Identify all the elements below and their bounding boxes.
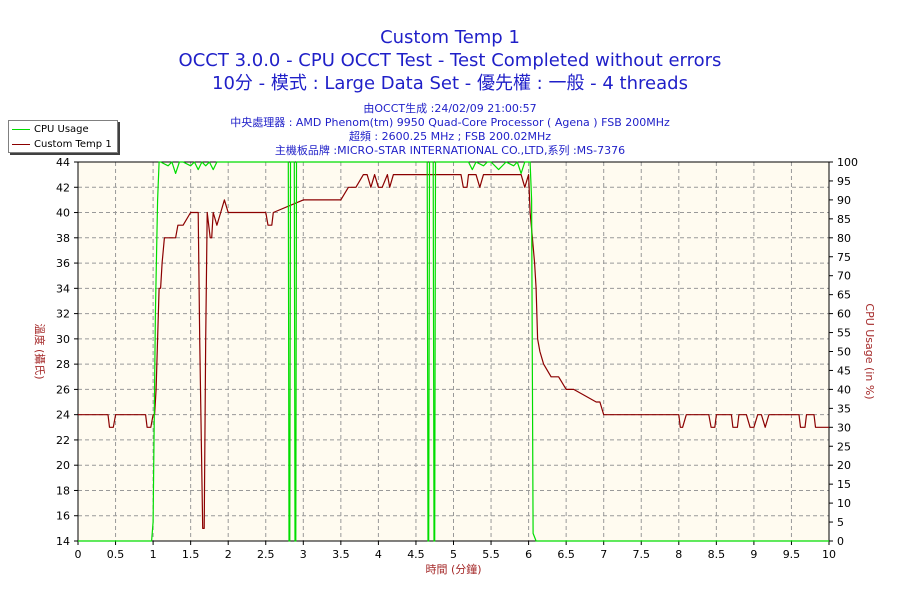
y-left-tick-label: 26 (56, 383, 70, 396)
chart-legend: CPU Usage Custom Temp 1 (8, 120, 118, 153)
x-tick-label: 1 (150, 548, 157, 561)
y-right-tick-label: 60 (837, 308, 851, 321)
legend-item-custom-temp: Custom Temp 1 (9, 137, 117, 151)
x-tick-label: 5.5 (482, 548, 500, 561)
x-tick-label: 1.5 (182, 548, 200, 561)
x-tick-label: 0.5 (107, 548, 125, 561)
y-left-tick-label: 22 (56, 434, 70, 447)
x-tick-label: 3 (300, 548, 307, 561)
y-right-tick-label: 30 (837, 421, 851, 434)
x-tick-label: 9.5 (783, 548, 801, 561)
y-left-tick-label: 32 (56, 308, 70, 321)
series-lines (78, 161, 829, 542)
info-cpu: 中央處理器 : AMD Phenom(tm) 9950 Quad-Core Pr… (230, 116, 670, 129)
y-right-tick-label: 90 (837, 194, 851, 207)
system-info: 由OCCT生成 :24/02/09 21:00:57 中央處理器 : AMD P… (0, 102, 900, 158)
x-tick-label: 0 (75, 548, 82, 561)
y-right-tick-label: 5 (837, 516, 844, 529)
x-tick-label: 9 (750, 548, 757, 561)
y-left-tick-label: 18 (56, 484, 70, 497)
x-tick-label: 2.5 (257, 548, 275, 561)
legend-swatch-cpu-usage (12, 128, 30, 130)
y-left-tick-label: 34 (56, 282, 70, 295)
y-right-tick-label: 85 (837, 213, 851, 226)
x-tick-label: 4.5 (407, 548, 425, 561)
info-clock: 超頻 : 2600.25 MHz ; FSB 200.02MHz (348, 130, 552, 143)
chart-subtitle: OCCT 3.0.0 - CPU OCCT Test - Test Comple… (178, 50, 722, 71)
x-tick-label: 3.5 (332, 548, 350, 561)
y-right-tick-label: 50 (837, 346, 851, 359)
series-line-cpu-usage (78, 161, 829, 542)
y-right-tick-label: 65 (837, 289, 851, 302)
x-tick-label: 2 (225, 548, 232, 561)
y-right-tick-label: 80 (837, 232, 851, 245)
y-right-tick-label: 15 (837, 478, 851, 491)
x-tick-label: 5 (450, 548, 457, 561)
x-tick-label: 10 (822, 548, 836, 561)
grid-lines (78, 162, 829, 541)
x-tick-label: 6.5 (557, 548, 575, 561)
y-right-tick-label: 95 (837, 175, 851, 188)
x-tick-label: 8.5 (708, 548, 726, 561)
x-tick-label: 8 (675, 548, 682, 561)
legend-item-cpu-usage: CPU Usage (9, 122, 117, 136)
y-left-tick-label: 36 (56, 257, 70, 270)
info-motherboard: 主機板品牌 :MICRO-STAR INTERNATIONAL CO.,LTD,… (274, 144, 626, 157)
legend-label-cpu-usage: CPU Usage (34, 123, 89, 135)
chart-subtitle-2: 10分 - 模式 : Large Data Set - 優先權 : 一般 - 4… (212, 73, 688, 94)
info-generated: 由OCCT生成 :24/02/09 21:00:57 (363, 102, 537, 115)
y-right-tick-label: 45 (837, 364, 851, 377)
x-axis-label: 時間 (分鐘) (425, 562, 481, 576)
y-left-tick-label: 30 (56, 333, 70, 346)
y-left-tick-label: 42 (56, 181, 70, 194)
y-right-tick-label: 10 (837, 497, 851, 510)
y-right-tick-label: 55 (837, 327, 851, 340)
y-right-tick-label: 70 (837, 270, 851, 283)
y-left-tick-label: 44 (56, 156, 70, 169)
chart-titles: Custom Temp 1 OCCT 3.0.0 - CPU OCCT Test… (0, 26, 900, 95)
y-right-tick-label: 20 (837, 459, 851, 472)
y-right-tick-label: 35 (837, 402, 851, 415)
y-right-tick-label: 75 (837, 251, 851, 264)
tick-labels: 0 0.5 1 1.5 2 2.5 3 3.5 4 4.5 5 5.5 6 6.5 7 7.5 8 8.5 9 9.5… (56, 156, 858, 561)
y-left-tick-label: 28 (56, 358, 70, 371)
x-tick-label: 7.5 (633, 548, 651, 561)
y-right-tick-label: 25 (837, 440, 851, 453)
x-tick-label: 4 (375, 548, 382, 561)
chart-title: Custom Temp 1 (380, 27, 520, 48)
y-right-tick-label: 100 (837, 156, 858, 169)
series-line-custom-temp (78, 174, 829, 530)
y-left-tick-label: 38 (56, 232, 70, 245)
y-right-tick-label: 0 (837, 535, 844, 548)
legend-swatch-custom-temp (12, 143, 30, 145)
y-left-tick-label: 16 (56, 510, 70, 523)
y-axis-left-label: 溫度 (攝氏) (33, 323, 47, 379)
y-left-tick-label: 20 (56, 459, 70, 472)
y-right-tick-label: 40 (837, 383, 851, 396)
y-axis-right-label: CPU Usage (in %) (863, 303, 876, 399)
x-tick-label: 7 (600, 548, 607, 561)
y-left-tick-label: 24 (56, 409, 70, 422)
legend-label-custom-temp: Custom Temp 1 (34, 138, 112, 150)
y-left-tick-label: 14 (56, 535, 70, 548)
y-left-tick-label: 40 (56, 207, 70, 220)
x-tick-label: 6 (525, 548, 532, 561)
